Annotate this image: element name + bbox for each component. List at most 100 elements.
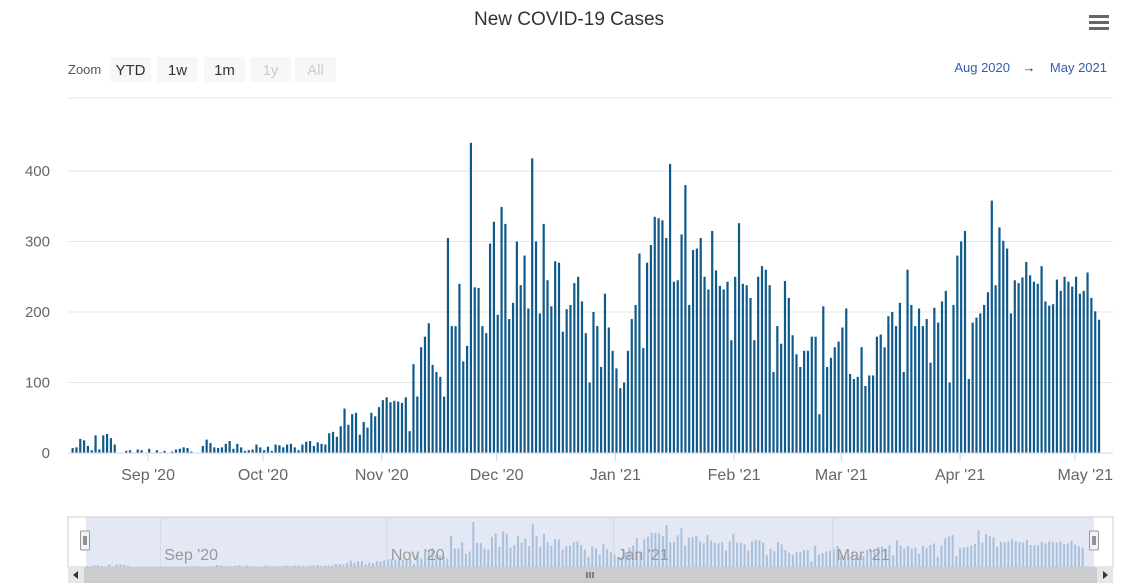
bar [538,313,541,453]
bar [324,444,327,453]
bar [236,443,239,453]
bar [316,442,319,453]
navigator-selected-range[interactable] [86,517,1094,567]
bar [412,364,415,453]
bar [496,314,499,453]
bar [619,388,622,453]
bar [1044,301,1047,453]
zoom-button-1y[interactable]: 1y [250,57,291,82]
bar [630,319,633,453]
x-axis-ticks: Sep '20 Oct '20 Nov '20 Dec '20 Jan '21 Feb '… [121,453,1113,484]
bar [94,435,97,454]
bar [1036,283,1039,453]
bar [795,354,798,453]
bar [799,366,802,453]
bar [726,281,729,453]
navigator-left-handle[interactable] [80,530,90,551]
bar [906,269,909,453]
bar [871,375,875,453]
zoom-button-all[interactable]: All [295,57,336,82]
bar [734,276,737,453]
navigator-right-handle[interactable] [1089,530,1099,551]
bar [684,185,687,453]
bar [883,347,886,453]
bar [948,382,951,453]
bar [646,262,649,453]
bar [458,283,461,453]
range-to-date[interactable]: May 2021 [1050,60,1107,75]
bar [845,308,848,454]
bar [312,445,315,453]
bar [711,230,714,453]
bar [803,350,806,453]
y-tick-label-200: 200 [25,304,50,321]
scroll-right-button[interactable] [1097,567,1113,583]
range-from-date[interactable]: Aug 2020 [954,60,1010,75]
bar [75,447,78,453]
bar [485,333,488,453]
y-tick-label-400: 400 [25,163,50,180]
bar [971,322,974,453]
bar [374,416,377,453]
bar [741,283,744,453]
bar [301,444,304,453]
bar [263,450,266,453]
navigator[interactable]: Sep '20 Nov '20 Jan '21 Mar '21 [67,516,1114,568]
bar [205,439,208,453]
bar [500,206,503,453]
bar [1040,266,1043,453]
zoom-button-ytd-label: YTD [116,62,146,79]
bar [1032,281,1036,453]
x-tick-label: Sep '20 [121,467,175,484]
bar [259,447,262,453]
menu-icon[interactable] [1084,10,1114,36]
y-tick-label-300: 300 [25,234,50,251]
bar [661,220,664,453]
zoom-button-1w[interactable]: 1w [157,57,198,82]
bar [998,227,1001,453]
bar [787,297,790,453]
bar [841,327,844,453]
scroll-left-button[interactable] [68,567,84,583]
bar [891,312,894,453]
bar [760,266,764,453]
zoom-button-1m[interactable]: 1m [204,57,245,82]
bar [343,408,346,453]
bar [730,340,733,453]
bar [1074,276,1078,453]
bar [404,397,407,454]
bar [125,450,128,453]
navigator-label: Nov '20 [391,547,445,564]
bar [182,447,185,453]
bar [347,424,350,453]
bar [492,221,495,453]
bar [381,400,384,454]
bar [362,421,365,453]
bar [783,280,787,453]
bar [519,285,522,453]
zoom-label: Zoom [68,62,101,77]
bar [983,304,986,453]
bar [1017,283,1020,454]
bar [864,386,867,453]
bar [220,447,224,453]
scrollbar[interactable] [68,567,1113,583]
bar [389,402,392,453]
bar [511,302,515,453]
bar [546,280,549,453]
bar [921,326,924,453]
bar [109,438,112,453]
bar [626,350,630,453]
bar [508,319,511,453]
bar [856,376,859,453]
arrow-left-icon [73,571,78,579]
bar [446,237,450,453]
bar [699,237,702,453]
bar [163,450,166,453]
zoom-button-ytd[interactable]: YTD [110,57,151,82]
bar [186,448,189,453]
bar [1071,286,1074,453]
bar [385,397,388,454]
bar [780,343,783,453]
bar [826,366,829,453]
